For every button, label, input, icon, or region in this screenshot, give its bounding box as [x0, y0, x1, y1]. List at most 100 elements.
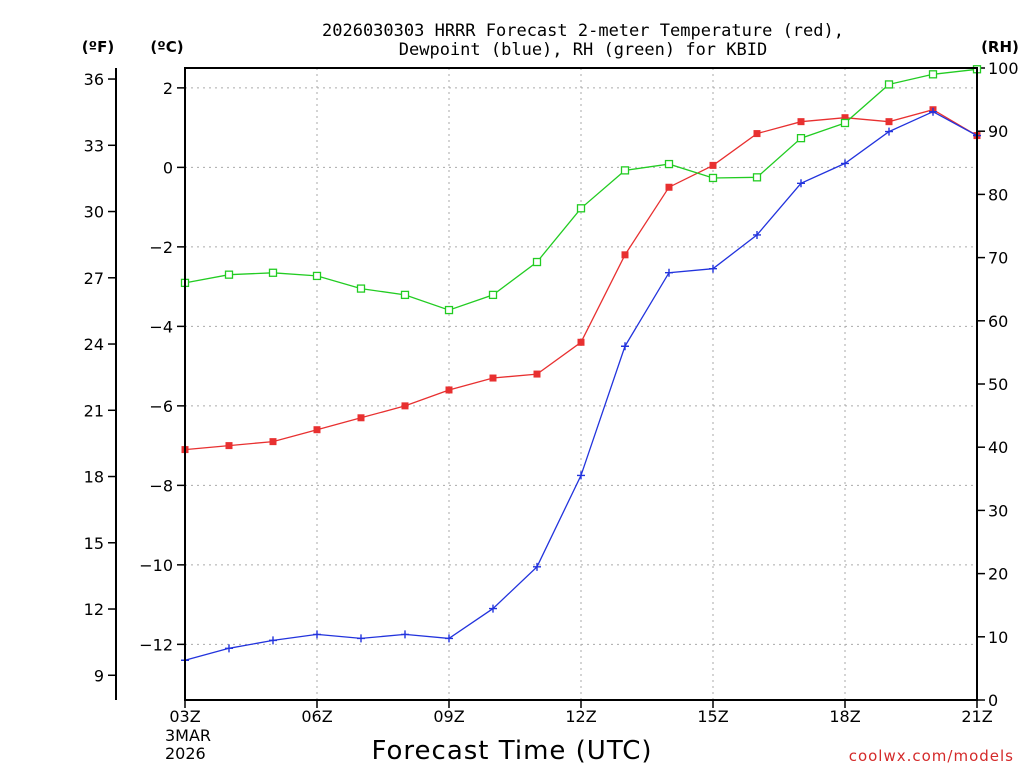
temperature-point	[269, 438, 277, 446]
temperature-point	[489, 374, 497, 382]
rh-tick-label: 80	[988, 185, 1008, 204]
temperature-point	[797, 118, 805, 126]
celsius-tick-label: −4	[149, 317, 173, 336]
fahrenheit-tick-label: 36	[84, 70, 104, 89]
temperature-point	[753, 130, 761, 138]
dewpoint-point	[665, 268, 673, 277]
rh-point	[752, 173, 762, 182]
rh-point	[840, 118, 850, 128]
dewpoint-point	[269, 636, 277, 645]
grid-layer	[185, 68, 977, 700]
fahrenheit-axis-unit: (ºF)	[82, 38, 114, 56]
dewpoint-point	[885, 127, 893, 136]
temperature-point	[841, 114, 849, 122]
fahrenheit-tick-label: 18	[84, 468, 104, 487]
chart-title-line2: Dewpoint (blue), RH (green) for KBID	[399, 40, 767, 60]
celsius-tick-label: −2	[149, 238, 173, 257]
temperature-point	[225, 442, 233, 450]
rh-point	[928, 70, 938, 79]
chart-title-line1: 2026030303 HRRR Forecast 2-meter Tempera…	[322, 21, 844, 41]
dewpoint-point	[225, 644, 233, 653]
temperature-point	[885, 118, 893, 126]
rh-point	[312, 271, 322, 281]
rh-tick-label: 90	[988, 122, 1008, 141]
rh-tick-label: 10	[988, 628, 1008, 647]
temperature-point	[709, 161, 717, 169]
x-axis-label: Forecast Time (UTC)	[371, 736, 652, 766]
rh-point	[356, 284, 366, 293]
x-tick-label: 09Z	[433, 707, 464, 726]
dewpoint-point	[357, 634, 365, 643]
temperature-point	[577, 338, 585, 346]
celsius-tick-label: −6	[149, 397, 173, 416]
x-start-year: 2026	[165, 744, 206, 763]
temperature-point	[445, 386, 453, 394]
dewpoint-point	[841, 159, 849, 168]
dewpoint-point	[313, 630, 321, 639]
rh-point	[576, 204, 586, 213]
rh-axis-unit: (RH)	[981, 38, 1019, 56]
fahrenheit-tick-label: 30	[84, 203, 104, 222]
tick-layer: 03Z 06Z 09Z 12Z 15Z 18Z 21Z20−2−4−6−8−10−12363…	[84, 59, 1019, 726]
fahrenheit-tick-label: 12	[84, 600, 104, 619]
dewpoint-point	[533, 562, 541, 571]
rh-point	[532, 257, 542, 267]
fahrenheit-tick-label: 27	[84, 269, 104, 288]
rh-tick-label: 30	[988, 501, 1008, 520]
temperature-point	[665, 183, 673, 191]
dewpoint-point	[709, 264, 717, 273]
rh-tick-label: 60	[988, 312, 1008, 331]
rh-point	[400, 290, 410, 300]
temperature-point	[357, 414, 365, 422]
rh-tick-label: 20	[988, 565, 1008, 584]
dewpoint-point	[401, 630, 409, 639]
celsius-tick-label: −10	[139, 556, 173, 575]
temperature-point	[313, 426, 321, 434]
x-tick-label: 03Z	[169, 707, 200, 726]
rh-tick-label: 0	[988, 691, 998, 710]
temperature-point	[621, 251, 629, 259]
rh-tick-label: 100	[988, 59, 1019, 78]
dewpoint-point	[445, 634, 453, 643]
plot-frame	[184, 67, 978, 701]
rh-point	[620, 166, 630, 175]
x-start-month: 3MAR	[165, 726, 211, 745]
dewpoint-point	[753, 230, 761, 239]
dewpoint-point	[797, 179, 805, 188]
celsius-tick-label: 0	[163, 158, 173, 177]
rh-tick-label: 70	[988, 249, 1008, 268]
x-tick-label: 15Z	[697, 707, 728, 726]
dewpoint-point	[929, 107, 937, 116]
fahrenheit-tick-label: 33	[84, 136, 104, 155]
x-tick-label: 18Z	[829, 707, 860, 726]
fahrenheit-tick-label: 24	[84, 335, 104, 354]
dewpoint-point	[621, 342, 629, 351]
rh-point	[796, 134, 806, 143]
rh-point	[708, 173, 718, 183]
series-layer	[180, 65, 982, 665]
dewpoint-point	[577, 471, 585, 480]
x-tick-label: 12Z	[565, 707, 596, 726]
rh-point	[884, 80, 894, 89]
celsius-axis-unit: (ºC)	[150, 38, 183, 56]
celsius-tick-label: −8	[149, 476, 173, 495]
rh-point	[224, 270, 234, 279]
rh-point	[444, 305, 454, 315]
fahrenheit-tick-label: 21	[84, 401, 104, 420]
temperature-point	[401, 402, 409, 410]
x-tick-label: 06Z	[301, 707, 332, 726]
fahrenheit-tick-label: 9	[94, 666, 104, 685]
x-tick-label: 21Z	[961, 707, 992, 726]
source-credit: coolwx.com/models	[849, 747, 1014, 765]
dewpoint-point	[489, 604, 497, 613]
rh-point	[664, 159, 674, 169]
temperature-point	[533, 370, 541, 378]
fahrenheit-tick-label: 15	[84, 534, 104, 553]
rh-tick-label: 50	[988, 375, 1008, 394]
celsius-tick-label: 2	[163, 79, 173, 98]
rh-point	[268, 268, 278, 277]
celsius-tick-label: −12	[139, 635, 173, 654]
rh-tick-label: 40	[988, 438, 1008, 457]
rh-point	[488, 290, 498, 300]
